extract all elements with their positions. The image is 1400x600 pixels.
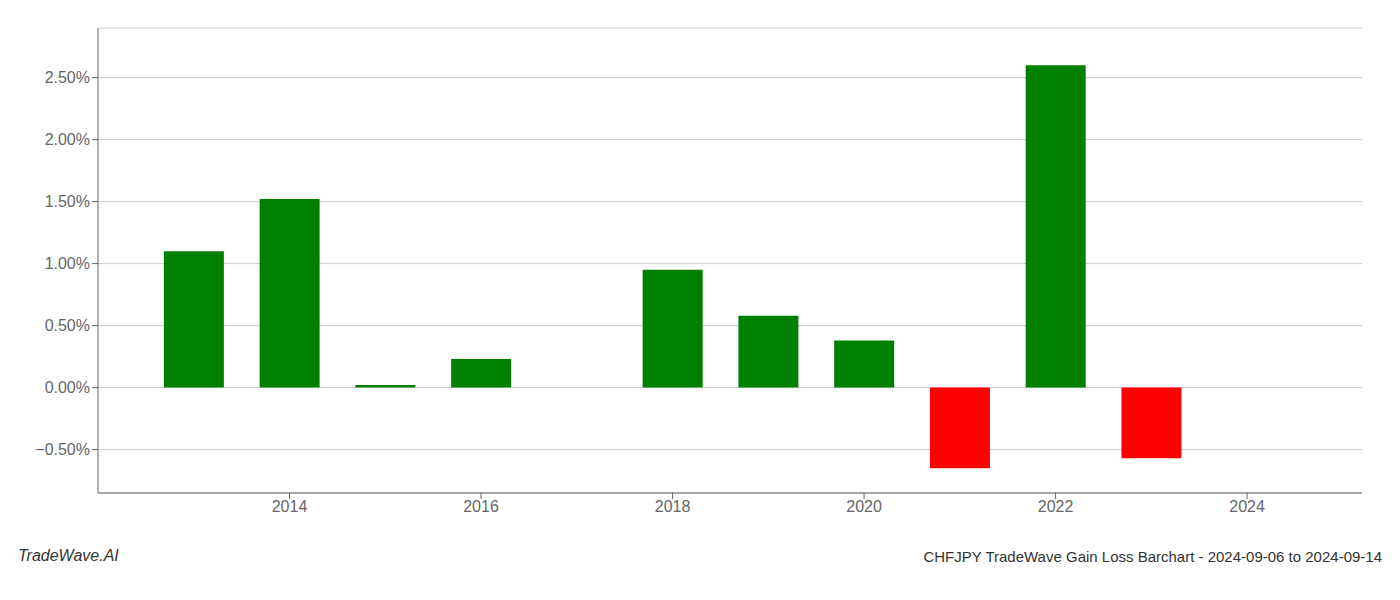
svg-text:2016: 2016: [463, 498, 499, 515]
svg-text:2014: 2014: [272, 498, 308, 515]
html-text:TradeWave.AI: TradeWave.AI: [18, 547, 119, 564]
html-text:CHFJPY TradeWave Gain Loss Bar: CHFJPY TradeWave Gain Loss Barchart - 20…: [923, 548, 1382, 565]
svg-text:0.50%: 0.50%: [45, 317, 90, 334]
svg-text:2024: 2024: [1229, 498, 1265, 515]
svg-text:2020: 2020: [846, 498, 882, 515]
svg-text:0.00%: 0.00%: [45, 379, 90, 396]
svg-text:−0.50%: −0.50%: [35, 441, 90, 458]
svg-text:1.50%: 1.50%: [45, 193, 90, 210]
svg-text:2022: 2022: [1038, 498, 1074, 515]
svg-text:2.50%: 2.50%: [45, 69, 90, 86]
svg-text:2018: 2018: [655, 498, 691, 515]
svg-text:2.00%: 2.00%: [45, 131, 90, 148]
svg-text:1.00%: 1.00%: [45, 255, 90, 272]
